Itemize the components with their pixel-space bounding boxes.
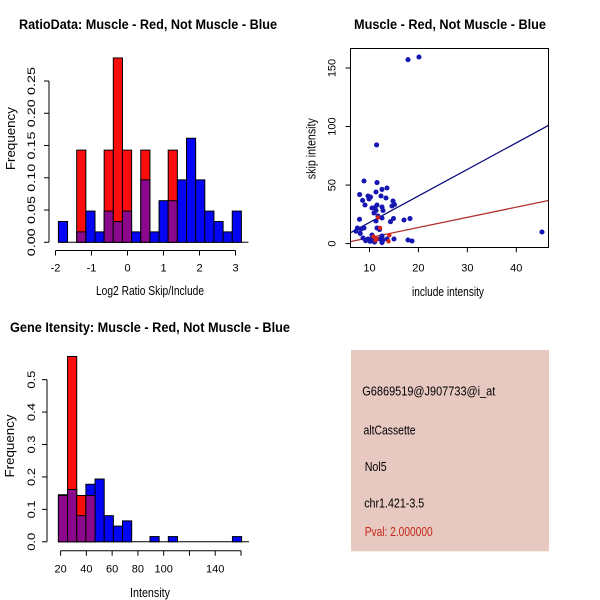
svg-text:Frequency: Frequency — [4, 106, 18, 170]
svg-text:50: 50 — [326, 179, 338, 191]
svg-text:2: 2 — [196, 263, 202, 275]
svg-text:0.25: 0.25 — [26, 67, 38, 95]
svg-text:0.1: 0.1 — [26, 500, 38, 518]
svg-text:60: 60 — [106, 563, 118, 575]
svg-text:20: 20 — [412, 263, 424, 275]
svg-text:chr1.421-3.5: chr1.421-3.5 — [364, 496, 424, 510]
svg-text:0.00: 0.00 — [26, 228, 38, 256]
svg-text:Gene Itensity: Muscle - Red, N: Gene Itensity: Muscle - Red, Not Muscle … — [10, 320, 290, 335]
svg-text:20: 20 — [54, 563, 66, 575]
svg-text:Nol5: Nol5 — [365, 460, 387, 474]
svg-text:0.10: 0.10 — [26, 164, 38, 192]
svg-text:-2: -2 — [51, 263, 61, 275]
svg-text:0.3: 0.3 — [26, 436, 38, 454]
svg-text:0.05: 0.05 — [26, 196, 38, 224]
svg-text:0.5: 0.5 — [26, 371, 38, 389]
svg-text:150: 150 — [326, 59, 338, 77]
svg-text:0.0: 0.0 — [26, 533, 38, 551]
svg-text:30: 30 — [461, 263, 473, 275]
svg-text:140: 140 — [206, 563, 224, 575]
svg-text:0.15: 0.15 — [26, 132, 38, 160]
svg-text:Log2 Ratio Skip/Include: Log2 Ratio Skip/Include — [96, 284, 204, 298]
svg-text:0.4: 0.4 — [26, 403, 38, 421]
svg-text:altCassette: altCassette — [364, 424, 416, 438]
svg-text:1: 1 — [160, 263, 166, 275]
svg-text:include intensity: include intensity — [412, 285, 485, 299]
svg-text:40: 40 — [510, 263, 522, 275]
svg-text:Pval: 2.000000: Pval: 2.000000 — [365, 525, 433, 539]
svg-text:G6869519@J907733@i_at: G6869519@J907733@i_at — [362, 384, 495, 398]
svg-text:3: 3 — [232, 263, 238, 275]
svg-text:0: 0 — [326, 241, 338, 247]
svg-text:skip intensity: skip intensity — [305, 118, 319, 180]
svg-text:100: 100 — [326, 117, 338, 135]
svg-text:-1: -1 — [87, 263, 97, 275]
svg-text:Frequency: Frequency — [3, 414, 17, 478]
svg-text:100: 100 — [155, 563, 173, 575]
svg-text:80: 80 — [132, 563, 144, 575]
svg-text:0: 0 — [124, 263, 130, 275]
svg-text:Intensity: Intensity — [130, 586, 171, 600]
svg-text:0.20: 0.20 — [26, 99, 38, 127]
svg-text:Muscle - Red, Not Muscle - Blu: Muscle - Red, Not Muscle - Blue — [354, 17, 546, 32]
svg-text:10: 10 — [363, 263, 375, 275]
svg-text:RatioData: Muscle - Red, Not M: RatioData: Muscle - Red, Not Muscle - Bl… — [19, 17, 277, 32]
svg-text:0.2: 0.2 — [26, 468, 38, 486]
svg-text:40: 40 — [80, 563, 92, 575]
